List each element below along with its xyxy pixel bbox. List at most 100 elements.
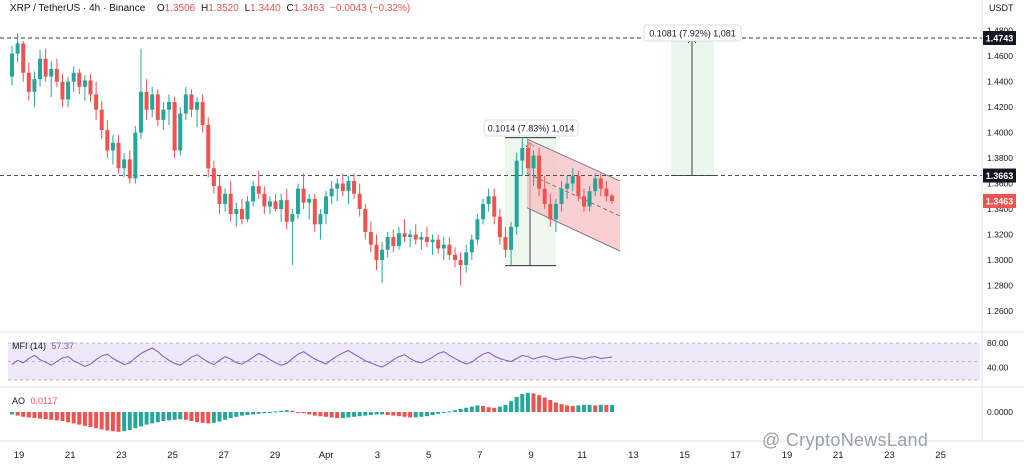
ao-bar bbox=[99, 412, 104, 430]
mfi-level-label: 80.00 bbox=[987, 338, 1009, 348]
ao-bar bbox=[167, 412, 172, 421]
candle-body bbox=[43, 58, 48, 77]
candle-body bbox=[234, 209, 239, 215]
x-tick-label: 7 bbox=[477, 450, 482, 461]
currency-label: USDT bbox=[989, 3, 1014, 13]
price-tag-current-bg bbox=[983, 193, 1016, 208]
ao-bar bbox=[32, 412, 37, 418]
candle-body bbox=[318, 214, 323, 225]
low-value: 1.3440 bbox=[250, 3, 281, 14]
candle-body bbox=[206, 124, 211, 169]
candle-body bbox=[329, 188, 334, 197]
ao-bar bbox=[436, 412, 441, 414]
ao-bar bbox=[368, 412, 373, 415]
ao-bar bbox=[77, 412, 82, 425]
candle-body bbox=[10, 53, 14, 77]
price-tag-upper-bg bbox=[983, 30, 1016, 45]
ao-bar bbox=[408, 412, 413, 418]
y-tick-label: 1.3400 bbox=[987, 204, 1013, 214]
x-tick-label: 21 bbox=[65, 450, 76, 461]
ao-bar bbox=[239, 412, 244, 416]
candle-body bbox=[60, 81, 65, 100]
ao-bar bbox=[391, 412, 396, 416]
candle-body bbox=[413, 234, 418, 240]
ao-bar bbox=[598, 404, 603, 412]
candle-body bbox=[553, 203, 558, 220]
ao-bar bbox=[335, 412, 340, 418]
candle-body bbox=[122, 159, 127, 169]
candle-body bbox=[200, 102, 205, 125]
ao-bar bbox=[71, 412, 76, 424]
candle-body bbox=[49, 68, 54, 77]
candle-body bbox=[245, 201, 250, 220]
ao-bar bbox=[211, 412, 216, 423]
ao-bar bbox=[138, 412, 143, 427]
candle-body bbox=[452, 254, 457, 260]
ao-bar bbox=[43, 412, 48, 420]
candle-body bbox=[54, 68, 59, 82]
y-tick-label: 1.3000 bbox=[987, 255, 1013, 265]
y-tick-label: 1.4600 bbox=[987, 51, 1013, 61]
x-tick-label: 23 bbox=[116, 450, 127, 461]
candle-body bbox=[514, 160, 519, 227]
channel-lower-line bbox=[526, 207, 621, 252]
candle-body bbox=[189, 94, 194, 110]
candle-body bbox=[537, 155, 542, 189]
candle-body bbox=[363, 209, 368, 232]
y-tick-label: 1.4200 bbox=[987, 102, 1013, 112]
high-value: 1.3520 bbox=[208, 3, 239, 14]
candle-body bbox=[88, 80, 93, 95]
ao-bar bbox=[295, 412, 300, 413]
candle-body bbox=[492, 196, 497, 217]
mfi-label: MFI (14) bbox=[12, 341, 47, 351]
candle-body bbox=[576, 175, 581, 197]
ao-bar bbox=[441, 412, 446, 413]
change-value: −0.0043 (−0.32%) bbox=[330, 3, 411, 14]
measure2-label-box bbox=[643, 24, 742, 42]
ao-bar bbox=[161, 412, 166, 421]
ao-bar bbox=[604, 405, 609, 412]
ao-bar bbox=[200, 412, 205, 423]
candle-body bbox=[374, 244, 379, 260]
candle-body bbox=[161, 109, 166, 120]
candle-body bbox=[542, 188, 547, 204]
ao-bar bbox=[565, 405, 570, 412]
ao-bar bbox=[419, 412, 424, 417]
ao-bar bbox=[279, 410, 284, 412]
ao-bar bbox=[284, 410, 289, 412]
y-tick-label: 1.4000 bbox=[987, 128, 1013, 138]
candle-body bbox=[94, 94, 99, 110]
ao-bar bbox=[318, 412, 323, 417]
ao-bar bbox=[402, 412, 407, 417]
ao-bar bbox=[307, 412, 312, 415]
candle-body bbox=[127, 159, 132, 179]
ao-label: AO bbox=[12, 396, 26, 406]
ao-bar bbox=[452, 410, 457, 412]
ao-bar bbox=[234, 412, 239, 417]
ao-bar bbox=[475, 405, 480, 412]
symbol-title: XRP / TetherUS · 4h · Binance bbox=[10, 3, 146, 14]
ao-bar bbox=[346, 412, 351, 418]
x-tick-label: 19 bbox=[782, 450, 793, 461]
candle-body bbox=[380, 249, 385, 260]
ao-bar bbox=[206, 412, 211, 424]
ao-bar bbox=[486, 407, 491, 412]
ao-bar bbox=[150, 412, 155, 424]
ao-bar bbox=[290, 410, 295, 412]
candle-body bbox=[436, 239, 441, 249]
ao-bar bbox=[155, 412, 160, 423]
candle-body bbox=[21, 43, 26, 73]
ao-bar bbox=[548, 400, 553, 412]
ao-bar bbox=[223, 412, 228, 420]
candle-body bbox=[335, 183, 340, 189]
measure2-label: 0.1081 (7.92%) 1,081 bbox=[649, 29, 736, 39]
candle-body bbox=[391, 237, 396, 246]
candle-body bbox=[105, 130, 110, 151]
ao-bar bbox=[424, 412, 429, 417]
watermark-text: @ CryptoNewsLand bbox=[762, 430, 929, 450]
candle-body bbox=[307, 198, 312, 203]
ao-bar bbox=[340, 412, 345, 418]
candle-body bbox=[503, 237, 508, 250]
price-tag-middle-bg bbox=[983, 168, 1016, 183]
